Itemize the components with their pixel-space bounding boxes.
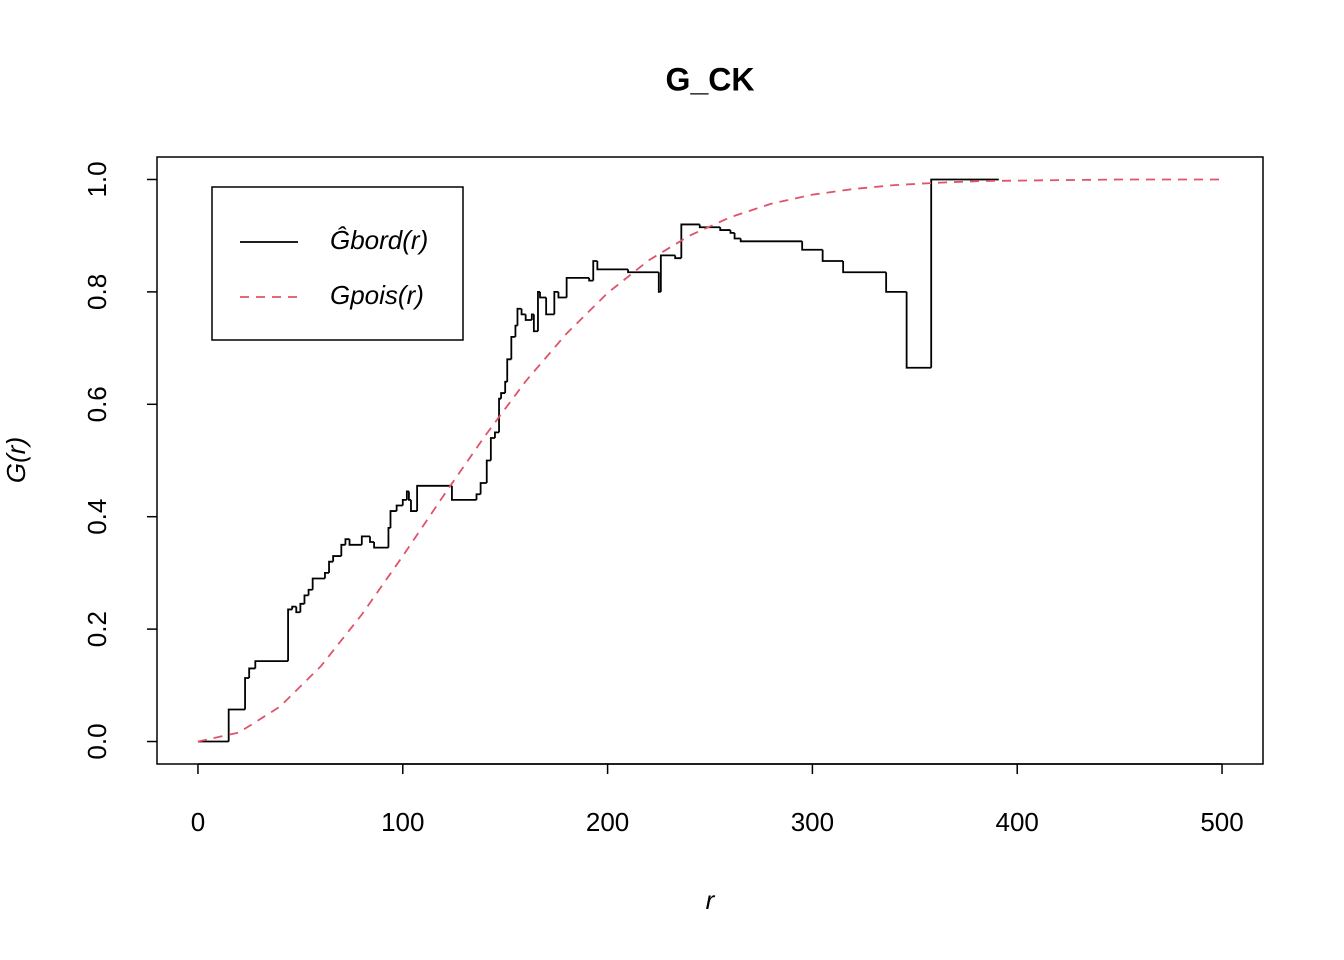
y-tick-label: 0.2 (82, 611, 112, 647)
x-tick-label: 400 (996, 807, 1039, 837)
x-tick-label: 200 (586, 807, 629, 837)
step-segment (821, 249, 844, 262)
y-axis-label: G(r) (1, 437, 31, 483)
y-tick-label: 1.0 (82, 161, 112, 197)
step-segment (733, 232, 741, 240)
step-segment (516, 307, 522, 326)
step-segment (479, 482, 487, 495)
step-segment (520, 308, 526, 316)
step-segment (291, 605, 297, 610)
step-segment (451, 485, 477, 501)
step-segment (842, 260, 887, 274)
step-segment (674, 255, 682, 260)
step-segment (416, 484, 452, 512)
y-tick-label: 0.0 (82, 723, 112, 759)
chart-title: G_CK (666, 61, 755, 97)
step-segment (485, 459, 491, 483)
step-segment (659, 254, 676, 292)
step-segment (506, 358, 512, 382)
step-segment (596, 260, 629, 271)
x-tick-label: 100 (381, 807, 424, 837)
step-segment (539, 291, 547, 299)
step-segment (532, 314, 538, 333)
step-segment (408, 491, 411, 501)
step-segment (254, 660, 289, 669)
x-tick-label: 500 (1200, 807, 1243, 837)
step-segment (588, 277, 594, 282)
step-segment (680, 223, 700, 259)
step-segment (739, 238, 803, 243)
step-segment (389, 510, 397, 528)
step-segment (565, 276, 590, 298)
step-segment (328, 560, 334, 573)
step-segment (592, 260, 598, 281)
step-segment (500, 392, 506, 399)
step-segment (905, 291, 932, 369)
step-segment (698, 224, 721, 229)
step-segment (729, 230, 735, 234)
step-segment (553, 290, 559, 315)
y-tick-label: 0.8 (82, 274, 112, 310)
step-segment (227, 708, 246, 742)
step-segment (475, 493, 481, 500)
legend-label: Gpois(r) (330, 280, 424, 310)
step-segment (303, 594, 309, 604)
step-segment (295, 606, 301, 614)
legend-label: Ĝbord(r) (330, 225, 428, 255)
step-segment (489, 437, 495, 461)
step-segment (348, 539, 362, 546)
step-segment (410, 499, 418, 512)
step-segment (557, 291, 567, 299)
x-axis-label: r (706, 885, 716, 915)
step-segment (657, 272, 661, 293)
step-segment (244, 677, 250, 710)
step-segment (307, 588, 313, 596)
step-segment (524, 314, 532, 321)
step-segment (930, 178, 999, 368)
step-segment (498, 397, 502, 433)
y-tick-label: 0.6 (82, 386, 112, 422)
step-segment (530, 313, 534, 320)
step-segment (369, 536, 375, 543)
step-segment (299, 602, 305, 613)
step-segment (340, 543, 346, 557)
step-segment (885, 272, 907, 293)
step-segment (395, 504, 403, 512)
legend-box (211, 186, 464, 341)
x-tick-label: 300 (791, 807, 834, 837)
step-segment (344, 538, 350, 545)
step-segment (311, 577, 325, 590)
step-segment (287, 608, 293, 662)
step-segment (387, 527, 391, 548)
step-segment (248, 667, 256, 679)
y-tick-label: 0.4 (82, 499, 112, 535)
step-segment (405, 490, 409, 500)
step-segment (324, 572, 330, 579)
step-segment (545, 297, 555, 316)
step-segment (373, 541, 389, 549)
step-segment (360, 535, 371, 545)
step-segment (510, 335, 516, 360)
step-segment (719, 227, 731, 231)
step-segment (627, 269, 659, 274)
step-segment (514, 324, 518, 337)
step-segment (504, 380, 508, 394)
step-segment (801, 241, 823, 251)
step-segment (494, 431, 500, 439)
step-segment (332, 555, 342, 562)
step-segment (401, 498, 407, 506)
x-tick-label: 0 (191, 807, 205, 837)
